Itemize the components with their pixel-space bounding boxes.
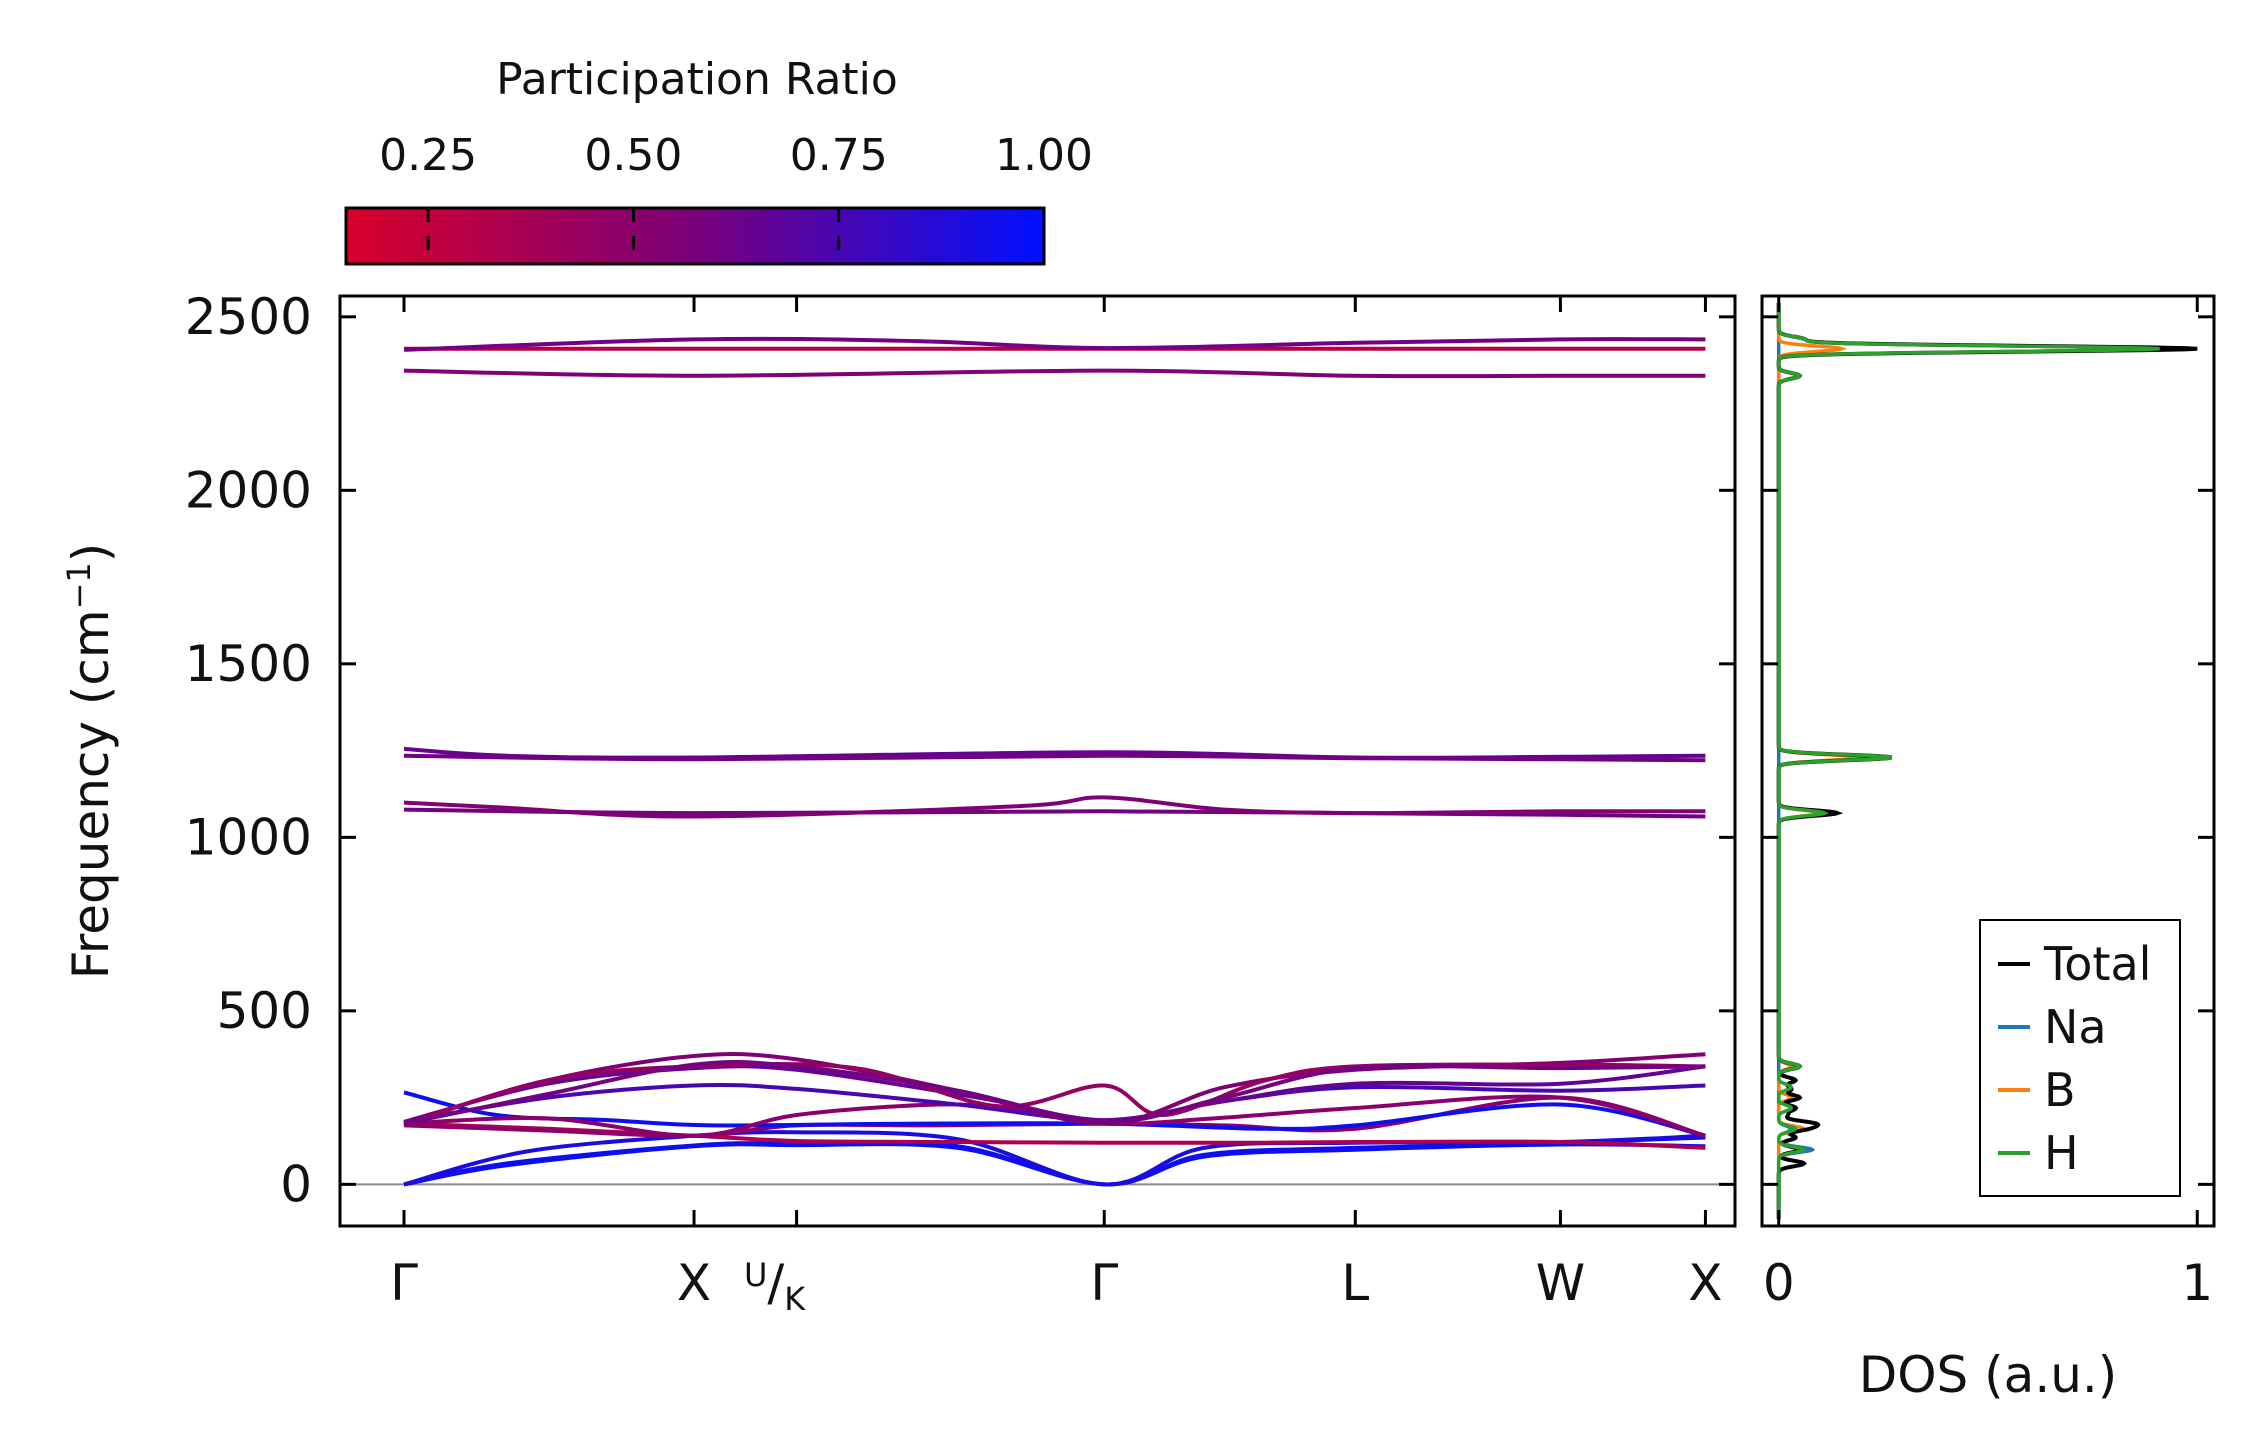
band-bend-2: [403, 795, 1706, 819]
y-tick-label: 1500: [185, 635, 312, 693]
x-tick-label-U-K: U/K: [744, 1254, 806, 1318]
legend-label-B: B: [2044, 1063, 2076, 1117]
band-optical-low-9: [403, 1059, 1706, 1126]
dos-x-tick-label: 1: [2181, 1254, 2213, 1312]
y-axis-label-superscript: −1: [60, 562, 98, 609]
dos-curve-H: [1776, 302, 2160, 1220]
dos-panel: 0 1 DOS (a.u.) Total Na BH: [1760, 294, 2216, 1404]
colorbar-tick-label: 0.25: [379, 130, 477, 181]
y-tick-label: 2500: [185, 288, 312, 346]
x-tick-label-W: W: [1536, 1254, 1585, 1312]
dos-axes-frame: [1760, 294, 2216, 1228]
band-acoustic-1: [403, 1142, 1706, 1187]
x-tick-label-L: L: [1341, 1254, 1369, 1312]
dos-legend: Total Na BH: [1979, 919, 2181, 1197]
band-bend-4: [403, 753, 1706, 763]
band-structure-panel: 0 500 1000 1500 2000 2500 Γ X U/K Γ L W X Frequency …: [60, 288, 1737, 1318]
colorbar-tick-label: 1.00: [995, 130, 1093, 181]
y-axis-label: Frequency (cm−1): [60, 543, 120, 980]
y-tick-label: 500: [217, 982, 312, 1040]
legend-label-Na: Na: [2044, 1000, 2107, 1054]
band-stretch-3: [403, 368, 1706, 379]
colorbar: Participation Ratio 0.25 0.50 0.75 1.00: [344, 54, 1093, 266]
dos-x-tick-label: 0: [1763, 1254, 1795, 1312]
band-lines: [340, 336, 1735, 1187]
band-optical-low-3: [403, 1090, 1706, 1138]
legend-label-H: H: [2044, 1126, 2079, 1180]
colorbar-tick-label: 0.75: [790, 130, 888, 181]
x-tick-label-X: X: [1688, 1254, 1722, 1312]
band-bend-1: [403, 807, 1706, 819]
colorbar-tick-label: 0.50: [584, 130, 682, 181]
band-stretch-2: [403, 336, 1706, 352]
x-tick-label-Γ: Γ: [390, 1254, 418, 1312]
x-tick-label-Γ: Γ: [1090, 1254, 1118, 1312]
colorbar-gradient: [344, 206, 1046, 266]
y-tick-label: 0: [280, 1155, 312, 1213]
legend-label-Total: Total: [2043, 937, 2151, 991]
x-tick-label-X: X: [677, 1254, 711, 1312]
y-tick-label: 1000: [185, 808, 312, 866]
colorbar-title: Participation Ratio: [496, 54, 898, 105]
y-tick-label: 2000: [185, 461, 312, 519]
dos-lines: [1776, 302, 2198, 1220]
dos-x-axis-label: DOS (a.u.): [1859, 1346, 2118, 1404]
band-axes-frame: [338, 294, 1737, 1228]
